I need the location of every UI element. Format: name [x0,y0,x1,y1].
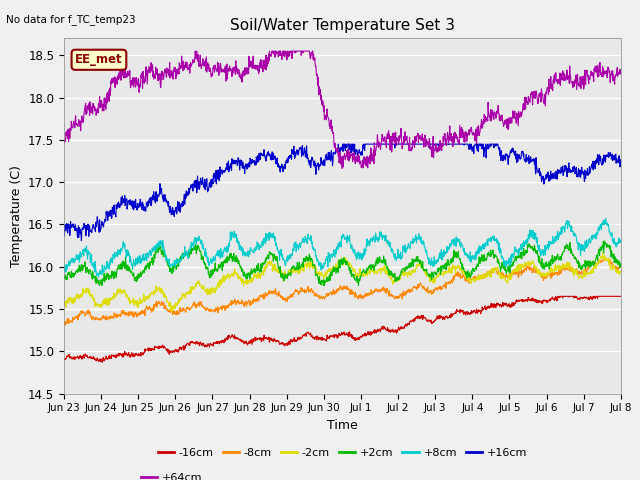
Legend: +64cm: +64cm [136,468,207,480]
Y-axis label: Temperature (C): Temperature (C) [10,165,22,267]
Text: EE_met: EE_met [75,53,123,66]
X-axis label: Time: Time [327,419,358,432]
Text: No data for f_TC_temp23: No data for f_TC_temp23 [6,14,136,25]
Title: Soil/Water Temperature Set 3: Soil/Water Temperature Set 3 [230,18,455,33]
